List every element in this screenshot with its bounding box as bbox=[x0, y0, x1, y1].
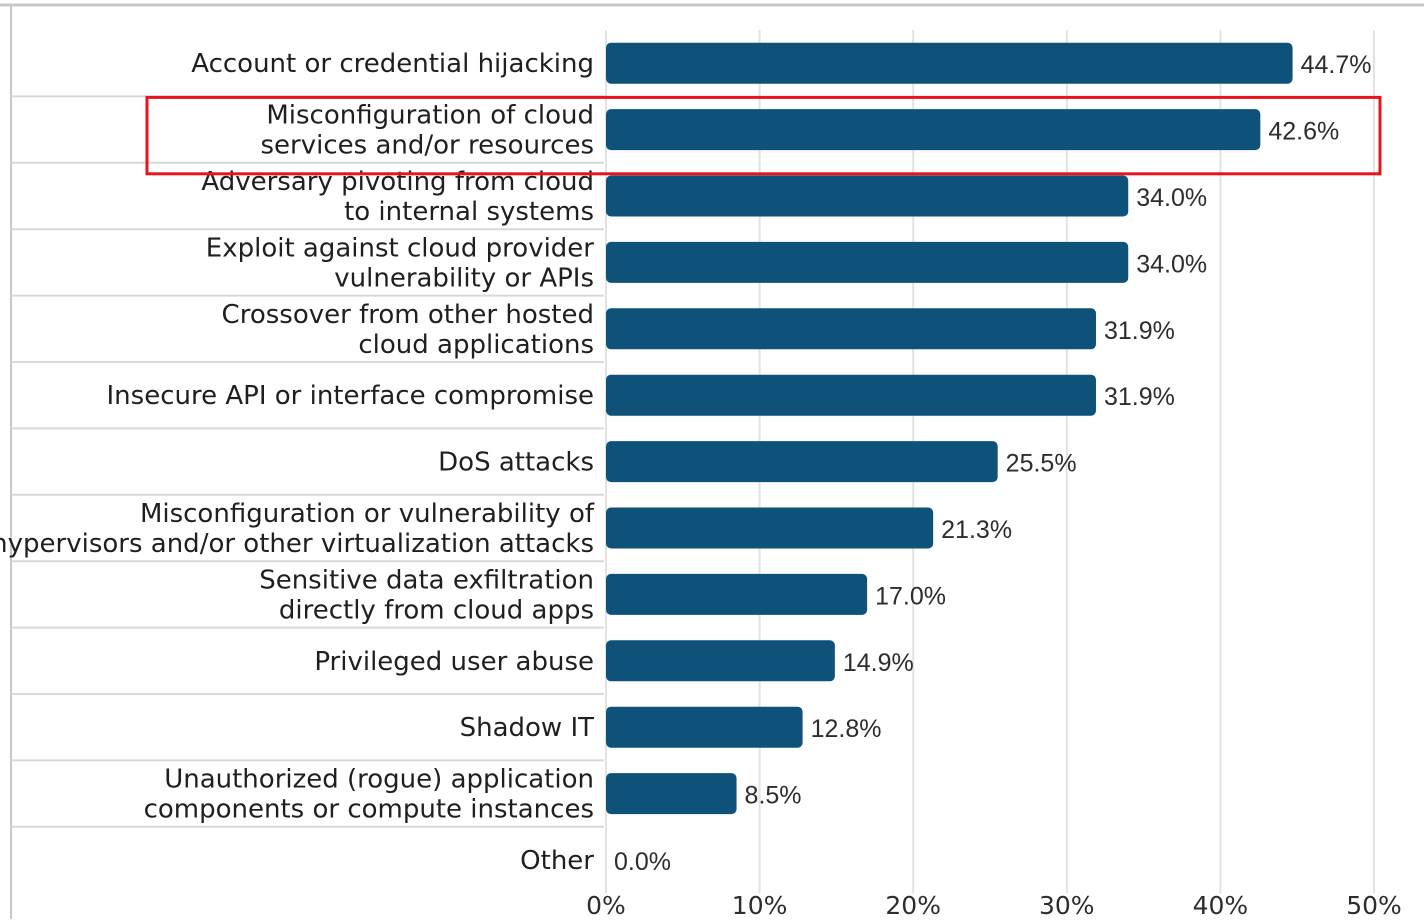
bar bbox=[606, 706, 803, 748]
bar bbox=[606, 773, 737, 815]
bar bbox=[606, 241, 1129, 283]
bar bbox=[606, 308, 1096, 350]
category-label: Misconfiguration or vulnerability of bbox=[140, 499, 595, 529]
x-axis-ticks: 0% 10% 20% 30% 40% 50% bbox=[586, 891, 1402, 920]
value-label: 31.9% bbox=[1104, 383, 1175, 411]
category-label: components or compute instances bbox=[144, 795, 594, 825]
x-tick-label: 50% bbox=[1346, 891, 1402, 919]
bar bbox=[606, 374, 1096, 416]
value-label: 21.3% bbox=[941, 516, 1012, 544]
category-label: Privileged user abuse bbox=[314, 647, 594, 677]
x-tick-label: 20% bbox=[885, 891, 941, 919]
category-labels: Account or credential hijacking Misconfig… bbox=[0, 49, 595, 876]
value-label: 0.0% bbox=[614, 848, 671, 876]
x-tick-label: 0% bbox=[586, 891, 626, 919]
category-label: Shadow IT bbox=[460, 713, 595, 743]
category-label: Sensitive data exfiltration bbox=[259, 565, 594, 595]
bar bbox=[606, 573, 868, 615]
category-label: Exploit against cloud provider bbox=[206, 233, 595, 263]
row-dividers bbox=[11, 95, 604, 828]
highlight-box bbox=[145, 95, 1382, 176]
category-label: Unauthorized (rogue) application bbox=[164, 765, 594, 795]
category-label: hypervisors and/or other virtualization … bbox=[0, 529, 594, 559]
category-label: Misconfiguration of cloud bbox=[266, 101, 594, 131]
value-labels: 44.7% 42.6% 34.0% 34.0% 31.9% 31.9% 25.5% 21.3%… bbox=[614, 51, 1371, 876]
category-label: Crossover from other hosted bbox=[222, 300, 594, 330]
bar bbox=[606, 640, 835, 682]
bars bbox=[606, 42, 1293, 815]
value-label: 31.9% bbox=[1104, 317, 1175, 345]
value-label: 34.0% bbox=[1136, 184, 1207, 212]
category-label: Adversary pivoting from cloud bbox=[201, 167, 594, 197]
category-label: vulnerability or APIs bbox=[334, 263, 594, 293]
category-label: Account or credential hijacking bbox=[191, 49, 594, 79]
bar bbox=[606, 175, 1129, 217]
category-label: directly from cloud apps bbox=[279, 595, 594, 625]
category-label: Insecure API or interface compromise bbox=[107, 381, 594, 411]
value-label: 12.8% bbox=[811, 715, 882, 743]
category-label: cloud applications bbox=[358, 330, 594, 360]
category-label: to internal systems bbox=[344, 197, 594, 227]
bar bbox=[606, 507, 934, 549]
value-label: 14.9% bbox=[843, 649, 914, 677]
x-tick-label: 30% bbox=[1039, 891, 1095, 919]
value-label: 8.5% bbox=[745, 782, 802, 810]
bar bbox=[606, 109, 1261, 151]
value-label: 42.6% bbox=[1268, 118, 1339, 146]
x-tick-label: 40% bbox=[1193, 891, 1249, 919]
category-label: Other bbox=[520, 846, 594, 876]
value-label: 17.0% bbox=[875, 582, 946, 610]
value-label: 25.5% bbox=[1006, 450, 1077, 478]
bar bbox=[606, 42, 1293, 84]
x-tick-label: 10% bbox=[732, 891, 788, 919]
value-label: 44.7% bbox=[1301, 51, 1372, 79]
value-label: 34.0% bbox=[1136, 250, 1207, 278]
category-label: DoS attacks bbox=[438, 448, 594, 478]
category-label: services and/or resources bbox=[261, 131, 594, 161]
bar bbox=[606, 441, 998, 483]
